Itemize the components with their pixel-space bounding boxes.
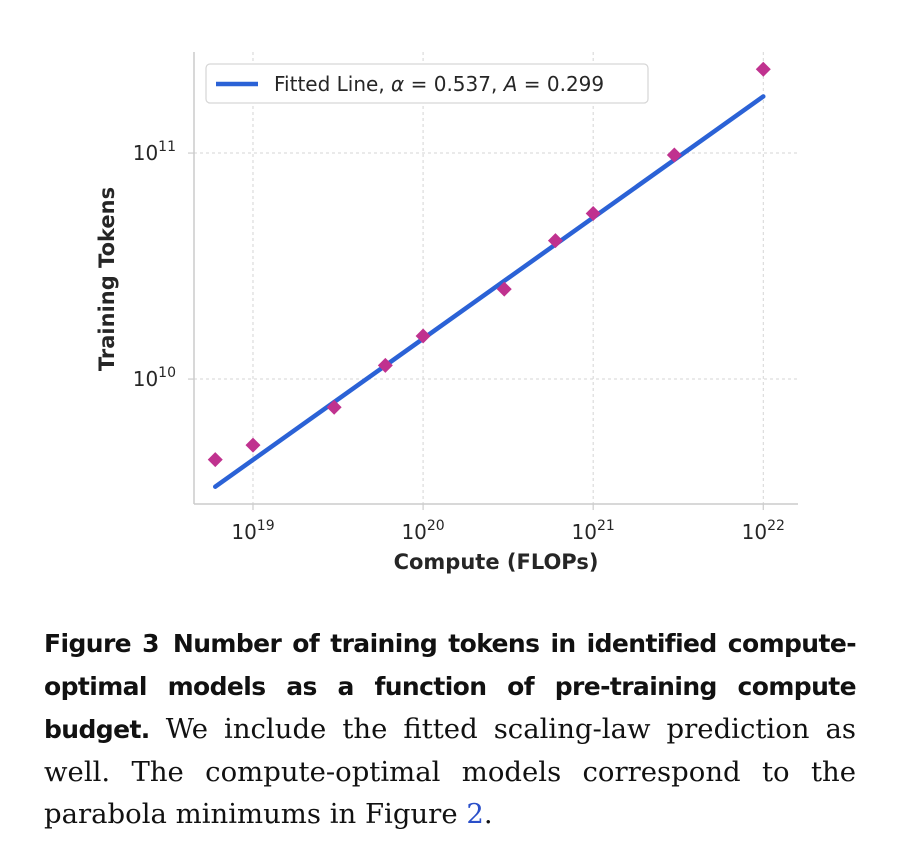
y-axis-title: Training Tokens — [95, 187, 119, 371]
x-tick-label: 1022 — [742, 518, 785, 544]
x-axis-title: Compute (FLOPs) — [394, 550, 599, 574]
data-point-marker — [207, 452, 223, 468]
legend-label: Fitted Line, α = 0.537, A = 0.299 — [274, 72, 604, 96]
data-point-marker — [496, 281, 512, 297]
x-tick-base: 10 — [742, 520, 767, 544]
data-point-marker — [547, 233, 563, 249]
x-tick-exponent: 19 — [257, 518, 275, 534]
grid-lines — [188, 52, 798, 510]
data-point-marker — [585, 206, 601, 222]
legend-series-name: Fitted Line — [274, 72, 378, 96]
x-tick-exponent: 21 — [597, 518, 615, 534]
y-tick-label: 1011 — [133, 139, 176, 165]
x-tick-labels: 1019 1020 1021 1022 — [231, 518, 785, 544]
legend-separator-2: , — [491, 72, 504, 96]
legend: Fitted Line, α = 0.537, A = 0.299 — [205, 63, 649, 104]
legend-equals-1: = — [404, 72, 433, 96]
y-tick-base: 10 — [133, 367, 158, 391]
axes — [193, 52, 798, 505]
caption-end: . — [483, 798, 493, 830]
x-tick-exponent: 20 — [427, 518, 445, 534]
legend-box — [205, 63, 649, 104]
caption-heading: Figure 3 Number of training tokens in ide… — [44, 629, 857, 744]
data-point-marker — [245, 437, 261, 453]
caption-body: We include the fitted scaling-law predic… — [44, 713, 856, 830]
legend-equals-2: = — [517, 72, 546, 96]
legend-a-value: 0.299 — [547, 72, 604, 96]
legend-alpha-symbol: α — [391, 72, 404, 96]
data-point-marker — [377, 357, 393, 373]
y-tick-base: 10 — [133, 141, 158, 165]
data-point-marker — [666, 147, 682, 163]
x-tick-exponent: 22 — [767, 518, 785, 534]
caption-title: Number of training tokens in identified … — [44, 629, 857, 744]
x-tick-label: 1020 — [401, 518, 444, 544]
x-tick-label: 1021 — [572, 518, 615, 544]
data-point-marker — [326, 399, 342, 415]
caption-label: Figure 3 — [44, 629, 159, 658]
legend-separator: , — [378, 72, 391, 96]
figure-caption: Figure 3 Number of training tokens in ide… — [44, 622, 857, 835]
x-tick-base: 10 — [572, 520, 597, 544]
legend-a-symbol: A — [502, 72, 518, 96]
x-tick-label: 1019 — [231, 518, 274, 544]
data-point-marker — [415, 328, 431, 344]
legend-alpha-value: 0.537 — [434, 72, 491, 96]
data-points — [207, 61, 771, 468]
fitted-line — [213, 94, 766, 489]
x-tick-base: 10 — [401, 520, 426, 544]
y-tick-exponent: 10 — [158, 365, 176, 381]
figure-reference-link[interactable]: 2 — [466, 798, 484, 830]
data-point-marker — [755, 61, 771, 77]
y-tick-label: 1010 — [133, 365, 176, 391]
y-tick-exponent: 11 — [158, 139, 176, 155]
x-tick-base: 10 — [231, 520, 256, 544]
